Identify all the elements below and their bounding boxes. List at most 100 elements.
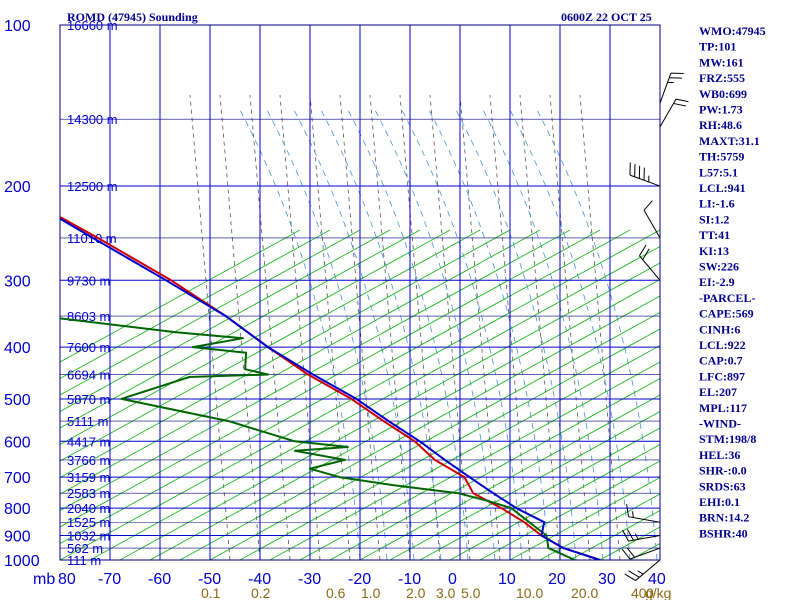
dry-adiabat-line bbox=[419, 427, 660, 560]
mixing-ratio-line bbox=[579, 94, 621, 560]
height-label-16: 1032 m bbox=[67, 529, 110, 544]
index-item-6: RH:48.6 bbox=[699, 118, 742, 132]
temp-tick-label-0: 80 bbox=[58, 571, 76, 588]
pressure-label-600: 600 bbox=[4, 434, 31, 451]
dry-adiabat-line bbox=[539, 493, 660, 560]
index-item-29: SRDS:63 bbox=[699, 479, 746, 493]
dry-adiabat-line bbox=[269, 344, 660, 560]
wind-barb-4 bbox=[639, 244, 661, 281]
height-label-7: 6694 m bbox=[67, 367, 110, 382]
wind-barb-3 bbox=[643, 200, 661, 239]
pressure-label-800: 800 bbox=[4, 501, 31, 518]
mixing-ratio-label-9: 40 bbox=[631, 585, 647, 600]
moist-adiabat-line bbox=[455, 109, 577, 560]
height-label-14: 2040 m bbox=[67, 501, 110, 516]
height-label-18: 111 m bbox=[67, 553, 101, 568]
moist-adiabat-line bbox=[482, 109, 604, 560]
index-item-10: LCL:941 bbox=[699, 181, 746, 195]
pressure-label-500: 500 bbox=[4, 392, 31, 409]
mixing-ratio-line bbox=[399, 94, 441, 560]
temp-tick-label-12: 40 bbox=[648, 571, 666, 588]
height-label-10: 4417 m bbox=[67, 434, 110, 449]
dry-adiabat-line bbox=[60, 229, 331, 380]
index-item-8: TH:5759 bbox=[699, 150, 744, 164]
moist-adiabat-line bbox=[266, 109, 388, 560]
temp-tick-label-3: -50 bbox=[198, 571, 221, 588]
height-label-0: 16660 m bbox=[67, 18, 118, 33]
mixing-ratio-label-4: 2.0 bbox=[406, 585, 426, 600]
dewpoint-profile bbox=[60, 317, 576, 560]
index-item-15: SW:226 bbox=[699, 260, 739, 274]
dry-adiabat-line bbox=[389, 410, 660, 560]
chart-datetime: 0600Z 22 OCT 25 bbox=[561, 10, 652, 24]
index-item-4: WB0:699 bbox=[699, 87, 747, 101]
dry-adiabat-line bbox=[239, 328, 660, 560]
index-item-30: EHI:0.1 bbox=[699, 495, 740, 509]
mixing-ratio-label-10: 0 bbox=[646, 585, 654, 600]
chart-title: ROMD (47945) Sounding bbox=[67, 10, 198, 24]
dry-adiabat-line bbox=[449, 443, 660, 560]
dry-adiabat-line bbox=[60, 229, 391, 413]
dry-adiabat-line bbox=[60, 229, 481, 462]
wind-barb-5 bbox=[626, 504, 661, 523]
index-item-1: TP:101 bbox=[699, 40, 736, 54]
temp-tick-label-2: -60 bbox=[148, 571, 171, 588]
mixing-ratio-label-5: 3.0 bbox=[436, 585, 456, 600]
dry-adiabat-line bbox=[149, 278, 660, 560]
dry-adiabat-line bbox=[89, 245, 660, 560]
pressure-unit-label: mb bbox=[33, 571, 55, 588]
height-label-15: 1525 m bbox=[67, 515, 110, 530]
pressure-label-1000: 1000 bbox=[4, 553, 40, 570]
index-item-16: EI:-2.9 bbox=[699, 275, 735, 289]
dry-adiabat-line bbox=[60, 229, 301, 363]
wind-barb-1 bbox=[659, 98, 689, 128]
mixing-ratio-label-7: 10.0 bbox=[516, 585, 543, 600]
moist-adiabat-line bbox=[293, 109, 415, 560]
index-item-0: WMO:47945 bbox=[699, 24, 766, 38]
moist-adiabat-line bbox=[347, 109, 469, 560]
index-item-18: CAPE:569 bbox=[699, 307, 754, 321]
moist-adiabat-line bbox=[428, 109, 550, 560]
mixing-ratio-line bbox=[429, 94, 471, 560]
index-item-11: LI:-1.6 bbox=[699, 197, 735, 211]
height-label-9: 5111 m bbox=[67, 414, 108, 429]
wind-barb-8 bbox=[624, 559, 661, 581]
wind-barbs bbox=[621, 72, 689, 581]
dry-adiabat-line bbox=[60, 229, 571, 512]
mixing-ratio-line bbox=[459, 94, 501, 560]
wind-barb-2 bbox=[629, 162, 661, 187]
temp-tick-label-7: -10 bbox=[398, 571, 421, 588]
parcel-profile bbox=[60, 217, 601, 560]
profile-series bbox=[60, 215, 601, 560]
mixing-ratio-label-8: 20.0 bbox=[571, 585, 598, 600]
height-label-4: 9730 m bbox=[67, 273, 110, 288]
index-item-21: CAP:0.7 bbox=[699, 354, 743, 368]
pressure-label-300: 300 bbox=[4, 273, 31, 290]
dry-adiabat-line bbox=[60, 229, 541, 495]
index-item-13: TT:41 bbox=[699, 228, 730, 242]
temp-tick-label-4: -40 bbox=[248, 571, 271, 588]
index-item-28: SHR-:0.0 bbox=[699, 464, 747, 478]
index-item-25: -WIND- bbox=[699, 417, 741, 431]
dry-adiabat-line bbox=[60, 229, 451, 446]
mixing-ratio-label-6: 5.0 bbox=[461, 585, 481, 600]
mixing-ratio-lines bbox=[189, 94, 658, 560]
temperature-profile bbox=[60, 215, 601, 560]
moist-adiabat-line bbox=[401, 109, 523, 560]
mixing-ratio-line bbox=[249, 94, 291, 560]
dry-adiabats bbox=[60, 229, 660, 560]
index-item-14: KI:13 bbox=[699, 244, 729, 258]
wind-barb-7 bbox=[621, 547, 661, 560]
temp-tick-label-6: -20 bbox=[348, 571, 371, 588]
wind-barb-6 bbox=[622, 528, 661, 542]
temp-tick-label-5: -30 bbox=[298, 571, 321, 588]
index-item-12: SI:1.2 bbox=[699, 212, 729, 226]
pressure-label-200: 200 bbox=[4, 179, 31, 196]
temp-tick-label-1: -70 bbox=[98, 571, 121, 588]
index-item-27: HEL:36 bbox=[699, 448, 740, 462]
index-item-9: L57:5.1 bbox=[699, 165, 738, 179]
index-item-20: LCL:922 bbox=[699, 338, 746, 352]
